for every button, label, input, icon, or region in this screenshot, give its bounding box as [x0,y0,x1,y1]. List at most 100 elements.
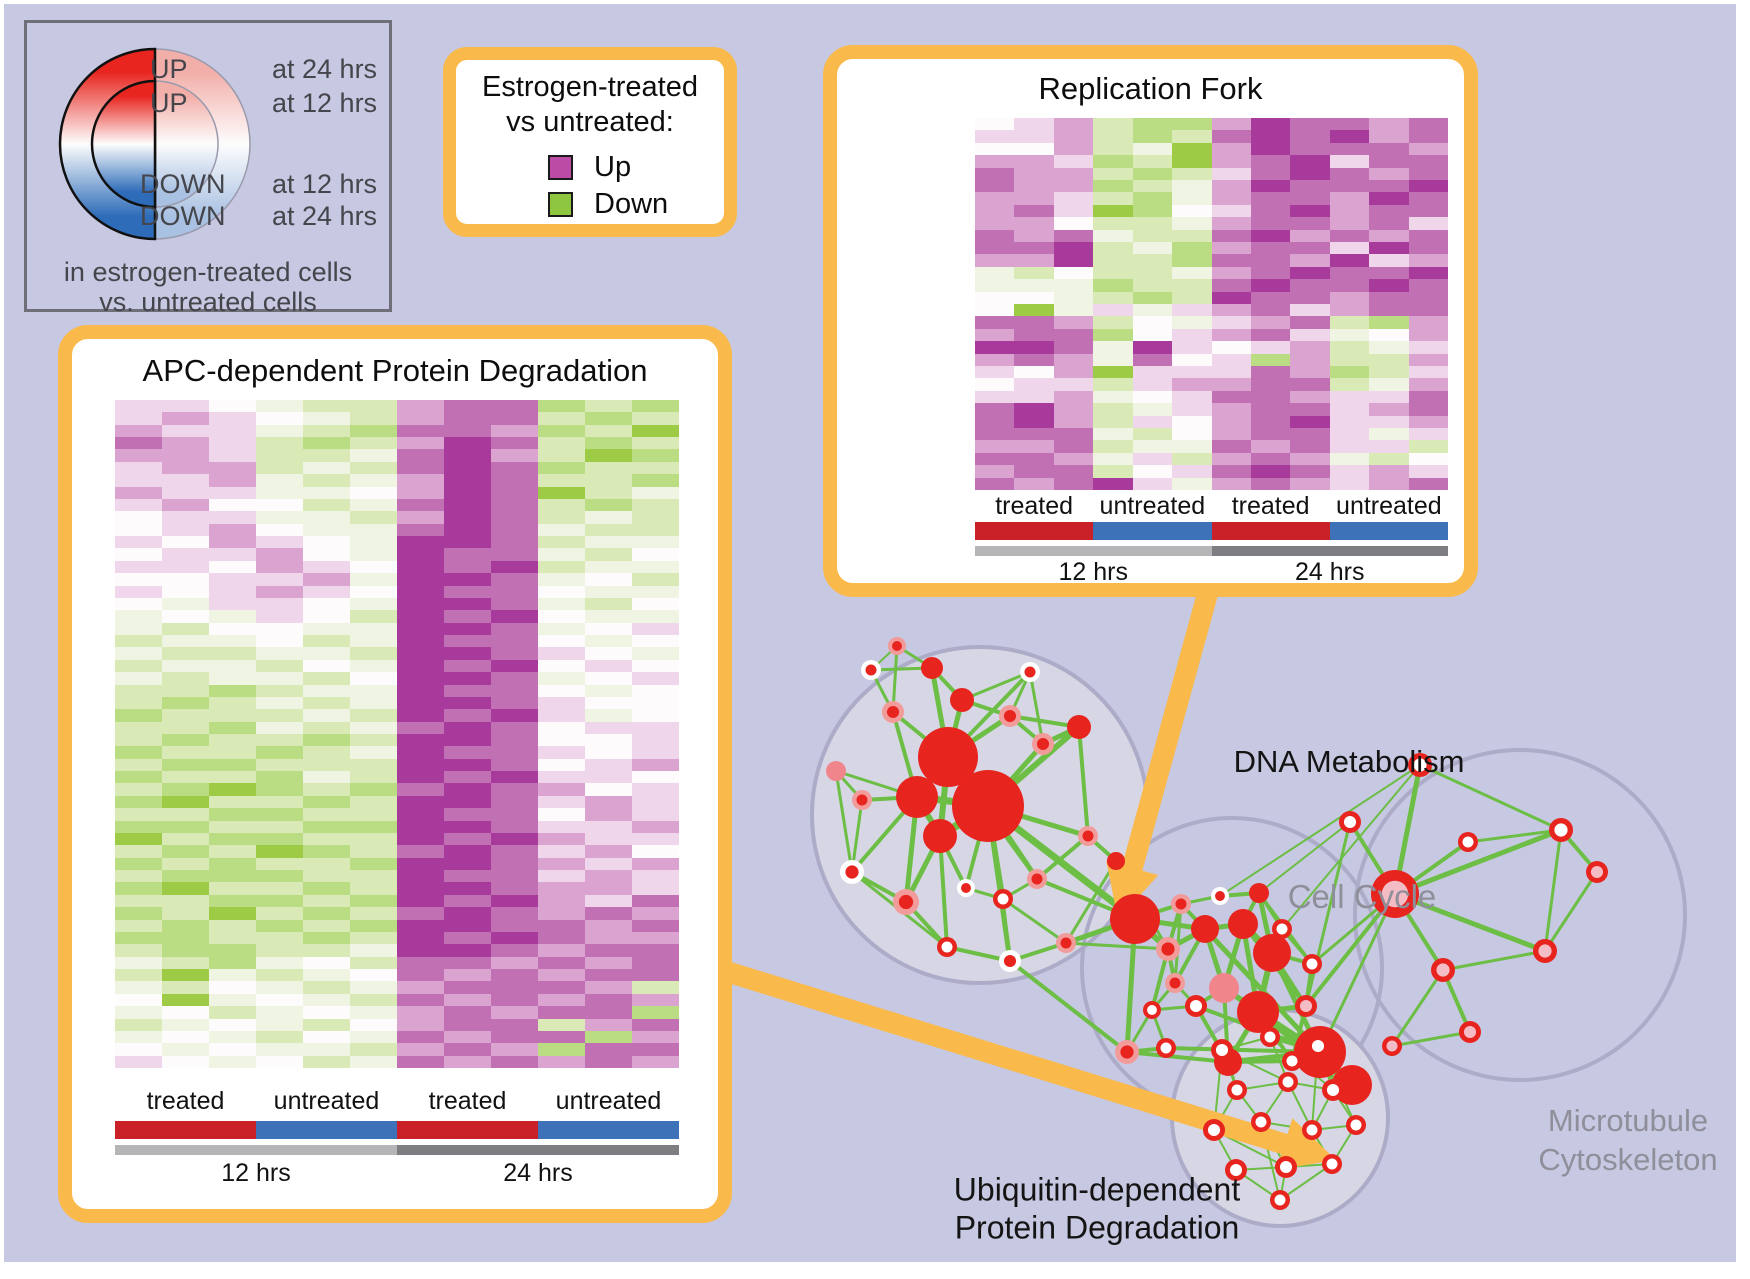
heatmap-cell [303,1043,350,1056]
heatmap-cell [585,808,632,821]
heatmap-cell [1250,353,1291,366]
heatmap-cell [1329,415,1370,428]
heatmap-cell [1290,328,1330,342]
heatmap-cell [1408,316,1448,329]
heatmap-cell [1290,390,1330,404]
heatmap-cell [1329,266,1370,280]
heatmap-cell [350,894,397,908]
heatmap-cell [397,659,444,673]
heatmap-cell [303,437,350,450]
heatmap-cell [1290,452,1330,466]
heatmap-cell [444,622,491,636]
heatmap-cell [162,845,209,858]
heatmap-cell [1211,291,1251,304]
legend-dir-label: UP [150,88,188,118]
heatmap-cell [350,808,397,821]
heatmap-cell [1053,365,1094,379]
heatmap-cell [1053,241,1094,255]
legend-item-down: Down [548,188,668,220]
heatmap-cell [256,548,303,561]
heatmap-cell [162,981,209,994]
heatmap-cell [209,832,256,846]
heatmap-cell [256,783,303,796]
heatmap-cell [538,894,585,908]
network-node-coreWhite-core [1231,1084,1243,1096]
heatmap-cell [491,684,538,697]
heatmap-cell [632,659,679,673]
heatmap-cell [1329,316,1370,329]
heatmap-cell [1014,217,1054,230]
heatmap-cell [303,424,350,438]
heatmap-cell [975,415,1015,428]
heatmap-cell [1408,254,1448,267]
heatmap-cell [538,969,585,982]
time-label: 12 hrs [1058,558,1128,586]
heatmap-cell [1053,415,1094,428]
heatmap-cell [1250,142,1291,156]
heatmap-cell [1014,465,1054,478]
heatmap-cell [632,498,679,512]
heatmap-cell [491,931,538,945]
heatmap-cell [632,610,679,623]
heatmap-cell [538,622,585,636]
heatmap-cell [491,486,538,499]
heatmap-cell [1093,291,1133,304]
heatmap-cell [350,820,397,833]
heatmap-cell [1132,378,1173,391]
heatmap-cell [162,437,209,450]
heatmap-cell [256,993,303,1007]
treatment-color-segment [538,1121,679,1139]
heatmap-cell [1172,328,1212,342]
heatmap-cell [1211,303,1251,317]
heatmap-cell [350,573,397,586]
network-edge [891,644,899,714]
heatmap-cell [115,832,162,846]
heatmap-cell [632,560,679,574]
heatmap-cell [209,412,256,425]
network-node-coreWhite-core [1282,1076,1294,1088]
network-edge [1392,827,1564,897]
heatmap-cell [256,585,303,598]
network-node-corePink-core [1381,880,1409,908]
heatmap-cell [162,969,209,982]
heatmap-cell [162,1018,209,1031]
legend-row-down-12: DOWN at 12 hrs [140,169,377,200]
heatmap-cell [1053,118,1094,131]
heatmap-cell [115,523,162,537]
heatmap-cell [538,857,585,871]
heatmap-cell [303,1018,350,1031]
heatmap-cell [256,944,303,957]
apc-treatment-bar [115,1121,679,1139]
replication-fork-heatmap [975,118,1448,490]
network-node-solid [918,727,978,787]
heatmap-cell [1132,266,1173,280]
heatmap-cell [1014,390,1054,404]
heatmap-cell [632,672,679,685]
legend-time-label: at 24 hrs [272,201,378,231]
heatmap-cell [397,1043,444,1056]
heatmap-cell [256,1043,303,1056]
heatmap-cell [1290,155,1330,168]
network-node-coreWhite-core [1147,1005,1157,1015]
heatmap-cell [1093,118,1133,131]
heatmap-cell [209,1006,256,1019]
heatmap-cell [585,672,632,685]
heatmap-cell [1014,477,1054,490]
network-edge [1304,820,1352,1008]
heatmap-cell [1014,427,1054,441]
heatmap-cell [1053,266,1094,280]
heatmap-cell [491,498,538,512]
heatmap-cell [1132,130,1173,143]
heatmap-cell [1014,254,1054,267]
treatment-group-label: untreated [273,1087,380,1115]
heatmap-cell [1211,142,1251,156]
heatmap-cell [1290,378,1330,391]
heatmap-cell [1211,378,1251,391]
heatmap-cell [632,808,679,821]
heatmap-cell [1408,279,1448,292]
heatmap-cell [1132,179,1173,193]
heatmap-cell [444,400,491,413]
heatmap-cell [975,477,1015,490]
network-node-ringPink-core [1036,737,1050,751]
